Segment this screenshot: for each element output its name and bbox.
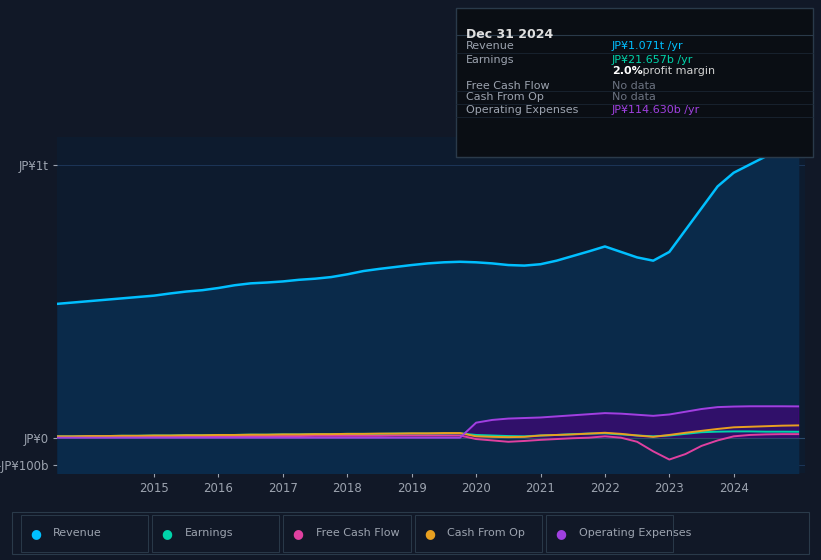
Text: Earnings: Earnings <box>185 529 233 538</box>
Text: Cash From Op: Cash From Op <box>466 92 544 102</box>
Text: JP¥1.071t /yr: JP¥1.071t /yr <box>612 41 683 52</box>
Text: Operating Expenses: Operating Expenses <box>579 529 691 538</box>
Text: JP¥114.630b /yr: JP¥114.630b /yr <box>612 105 699 115</box>
Text: 2.0%: 2.0% <box>612 66 642 76</box>
Text: Free Cash Flow: Free Cash Flow <box>466 81 549 91</box>
Text: No data: No data <box>612 92 655 102</box>
Text: ●: ● <box>555 527 566 540</box>
Text: ●: ● <box>292 527 304 540</box>
Text: No data: No data <box>612 81 655 91</box>
Text: Free Cash Flow: Free Cash Flow <box>316 529 400 538</box>
Text: ●: ● <box>30 527 41 540</box>
Text: ●: ● <box>161 527 172 540</box>
Text: Cash From Op: Cash From Op <box>447 529 525 538</box>
Text: JP¥21.657b /yr: JP¥21.657b /yr <box>612 55 693 65</box>
Text: Revenue: Revenue <box>53 529 102 538</box>
Text: Earnings: Earnings <box>466 55 514 65</box>
Text: Revenue: Revenue <box>466 41 514 52</box>
Text: Operating Expenses: Operating Expenses <box>466 105 578 115</box>
Text: Dec 31 2024: Dec 31 2024 <box>466 28 553 41</box>
Text: ●: ● <box>424 527 435 540</box>
Text: profit margin: profit margin <box>639 66 715 76</box>
